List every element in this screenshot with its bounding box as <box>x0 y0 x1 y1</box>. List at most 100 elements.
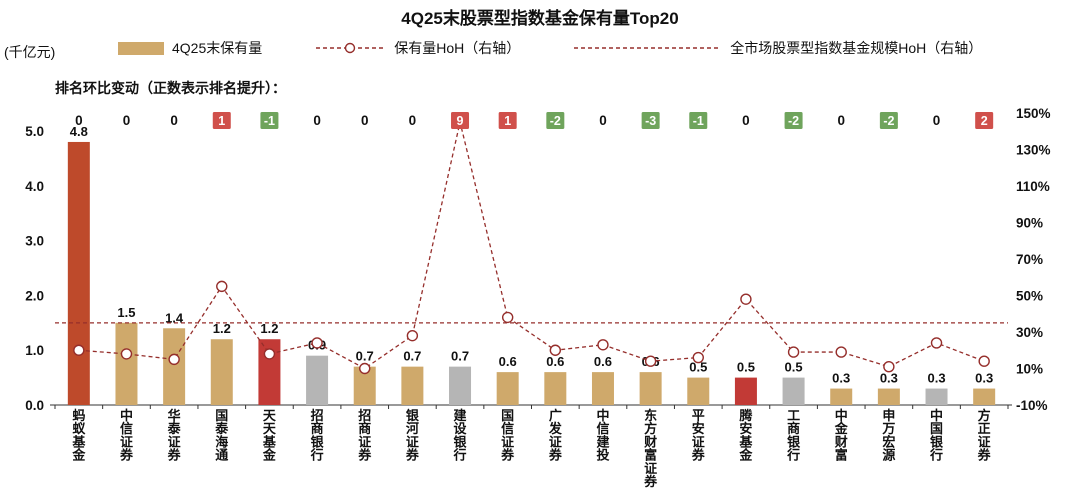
bar-value-label: 0.6 <box>594 354 612 369</box>
rank-change-badge <box>546 112 565 129</box>
right-axis-tick: 150% <box>1016 106 1051 121</box>
bar <box>306 355 329 405</box>
rank-change-value: 1 <box>504 114 511 128</box>
category-label: 招商证券 <box>357 408 372 463</box>
hoh-marker <box>549 344 562 356</box>
bar-value-label: 0.7 <box>403 349 421 364</box>
bar <box>639 372 662 405</box>
category-label: 天天基金 <box>262 408 277 463</box>
bar-value-label: 0.7 <box>451 349 469 364</box>
bar <box>544 372 567 405</box>
rank-change-value: 0 <box>837 113 845 128</box>
bar <box>782 377 805 405</box>
category-label: 中信建投 <box>596 408 609 463</box>
rank-change-badge <box>212 112 231 129</box>
category-label: 中金财富 <box>834 408 849 463</box>
bar <box>877 388 900 405</box>
hoh-marker <box>216 280 228 293</box>
rank-change-value: 0 <box>409 113 417 128</box>
hoh-marker <box>835 346 847 358</box>
rank-change-note: 排名环比变动（正数表示排名提升）： <box>55 80 286 96</box>
category-label: 广发证券 <box>548 408 563 463</box>
right-axis-tick: 90% <box>1016 216 1043 231</box>
bar <box>925 388 948 405</box>
category-label: 方正证券 <box>977 408 992 463</box>
bar <box>973 388 996 405</box>
hoh-marker <box>883 360 895 373</box>
rank-change-badge <box>641 112 660 129</box>
right-axis-tick: 130% <box>1016 143 1051 158</box>
category-label: 蚂蚁基金 <box>71 408 86 463</box>
hoh-marker <box>263 348 276 360</box>
hoh-marker <box>644 355 657 367</box>
bar-value-label: 0.3 <box>927 371 945 386</box>
category-label: 银河证券 <box>405 408 420 463</box>
bar-value-label: 0.5 <box>737 360 755 375</box>
bar-value-label: 0.7 <box>356 349 374 364</box>
rank-change-value: 0 <box>170 113 178 128</box>
rank-change-value: 0 <box>742 113 750 128</box>
bar-value-label: 0.6 <box>499 354 517 369</box>
bar <box>115 322 138 405</box>
rank-change-value: 0 <box>75 113 83 128</box>
bar-value-label: 0.3 <box>880 371 898 386</box>
category-label: 招商银行 <box>310 408 325 463</box>
category-label: 华泰证券 <box>167 408 182 463</box>
category-label: 国泰海通 <box>214 408 229 463</box>
chart-title: 4Q25末股票型指数基金保有量Top20 <box>401 9 679 28</box>
hoh-marker <box>930 337 943 349</box>
rank-change-badge <box>260 112 279 129</box>
hoh-marker <box>168 353 180 366</box>
left-axis-tick: 0.0 <box>25 398 44 413</box>
right-axis-tick: 50% <box>1016 289 1043 304</box>
category-label: 申万宏源 <box>881 408 895 463</box>
dashed-line-icon <box>574 47 721 49</box>
bar-value-label: 0.5 <box>689 360 707 375</box>
hoh-marker <box>311 337 323 349</box>
bar-value-label: 0.3 <box>975 371 993 386</box>
rank-change-value: 0 <box>313 113 321 128</box>
hoh-marker <box>359 362 371 375</box>
hoh-marker <box>73 344 85 356</box>
bar <box>734 377 757 405</box>
category-label: 工商银行 <box>786 408 801 463</box>
category-label: 平安证券 <box>691 408 706 463</box>
bar <box>687 377 710 405</box>
left-axis-tick: 1.0 <box>25 343 44 358</box>
rank-change-badge <box>451 112 470 129</box>
bar-value-label: 1.5 <box>117 305 135 320</box>
legend: 4Q25末保有量 保有量HoH（右轴） 全市场股票型指数基金规模HoH（右轴） <box>118 38 982 58</box>
hoh-marker <box>740 293 752 305</box>
rank-change-value: -2 <box>883 114 894 128</box>
bar <box>353 366 376 405</box>
left-axis-tick: 2.0 <box>25 288 44 303</box>
bar <box>258 339 281 405</box>
rank-change-badge <box>784 112 803 129</box>
category-label: 中国银行 <box>929 408 944 463</box>
bar-value-label: 0.6 <box>546 354 564 369</box>
right-axis-tick: 70% <box>1016 252 1043 267</box>
bar <box>210 339 233 405</box>
category-label: 东方财富证券 <box>643 408 658 489</box>
bar <box>830 388 853 405</box>
bar <box>401 366 424 405</box>
rank-change-value: 1 <box>218 114 225 128</box>
left-axis-tick: 5.0 <box>25 124 44 139</box>
hoh-marker <box>692 351 704 364</box>
right-axis-tick: -10% <box>1016 398 1048 413</box>
rank-change-badge <box>879 112 898 129</box>
rank-change-badge <box>975 112 994 129</box>
legend-label-bar: 4Q25末保有量 <box>172 40 263 56</box>
legend-label-market: 全市场股票型指数基金规模HoH（右轴） <box>730 40 983 56</box>
legend-item-market-line: 全市场股票型指数基金规模HoH（右轴） <box>572 38 982 58</box>
hoh-marker <box>501 311 514 324</box>
legend-item-bar: 4Q25末保有量 <box>118 38 262 58</box>
legend-label-hoh: 保有量HoH（右轴） <box>394 40 521 56</box>
right-axis-tick: 110% <box>1016 179 1050 194</box>
left-axis-tick: 3.0 <box>25 234 44 249</box>
hoh-marker <box>406 329 419 342</box>
bar-value-label: 1.2 <box>260 321 278 336</box>
right-axis-tick: 10% <box>1016 362 1043 377</box>
